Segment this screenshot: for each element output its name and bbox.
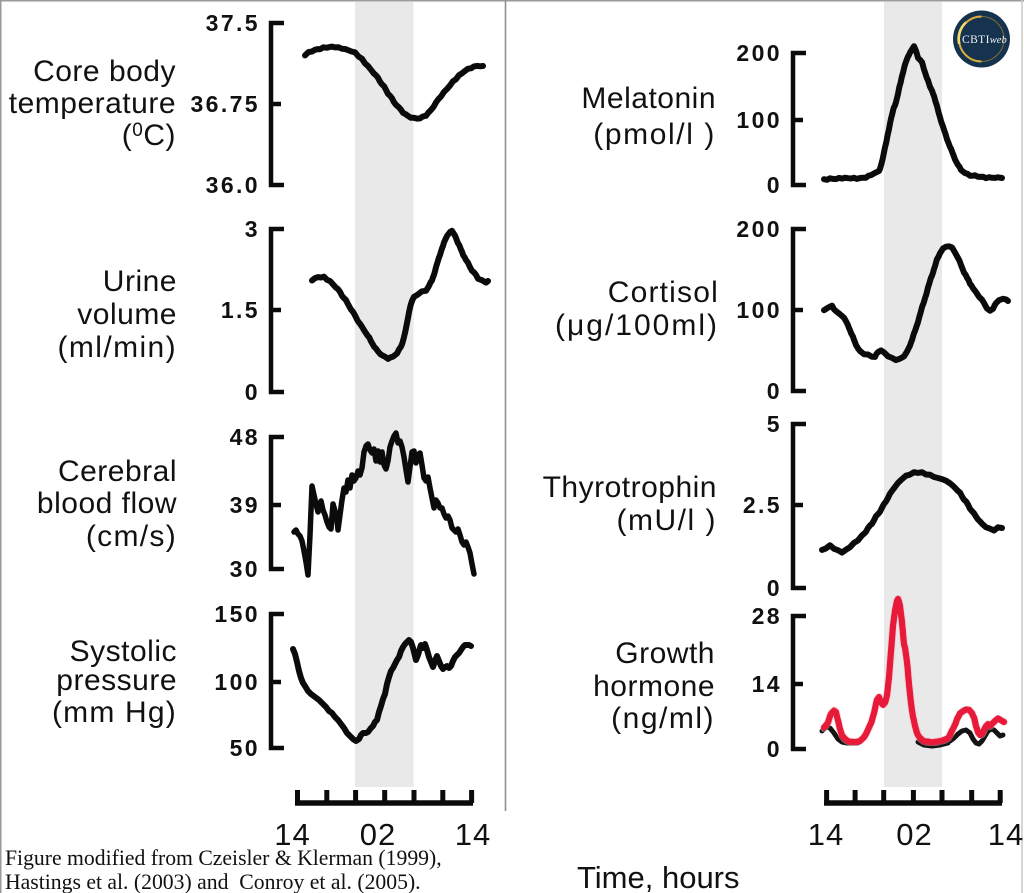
- svg-text:02: 02: [360, 817, 396, 852]
- svg-text:(μg/100ml): (μg/100ml): [555, 309, 719, 342]
- svg-text:0: 0: [767, 575, 782, 601]
- svg-text:Core body: Core body: [33, 55, 176, 88]
- svg-text:1.5: 1.5: [221, 297, 260, 323]
- svg-text:Thyrotrophin: Thyrotrophin: [543, 471, 717, 504]
- svg-text:(0C): (0C): [122, 119, 176, 152]
- svg-text:(ml/min): (ml/min): [57, 331, 177, 364]
- svg-text:200: 200: [736, 40, 782, 66]
- svg-text:36.75: 36.75: [190, 91, 260, 117]
- svg-text:Systolic: Systolic: [70, 635, 177, 668]
- svg-text:Growth: Growth: [615, 637, 715, 670]
- svg-text:14: 14: [808, 817, 844, 852]
- svg-text:0: 0: [767, 736, 782, 762]
- svg-text:Time, hours: Time, hours: [577, 860, 740, 893]
- svg-text:28: 28: [752, 603, 782, 629]
- svg-text:volume: volume: [77, 298, 177, 331]
- svg-text:Hastings et al. (2003) and Co: Hastings et al. (2003) and Conroy et al.…: [5, 870, 421, 893]
- svg-text:150: 150: [214, 601, 260, 627]
- svg-text:14: 14: [988, 817, 1024, 852]
- svg-text:(ng/ml): (ng/ml): [611, 702, 715, 735]
- svg-text:5: 5: [767, 411, 782, 437]
- svg-text:pressure: pressure: [56, 664, 177, 697]
- svg-text:blood flow: blood flow: [37, 487, 177, 520]
- svg-text:Cerebral: Cerebral: [58, 455, 177, 488]
- svg-text:0: 0: [767, 378, 782, 404]
- svg-text:39: 39: [230, 492, 260, 518]
- svg-text:Cortisol: Cortisol: [608, 276, 719, 309]
- svg-text:temperature: temperature: [9, 87, 176, 120]
- svg-text:100: 100: [736, 107, 782, 133]
- svg-text:(mm Hg): (mm Hg): [52, 696, 177, 729]
- svg-text:02: 02: [896, 817, 932, 852]
- svg-text:Melatonin: Melatonin: [581, 82, 716, 115]
- svg-text:14: 14: [752, 671, 782, 697]
- svg-text:0: 0: [767, 172, 782, 198]
- svg-text:CBTIweb: CBTIweb: [962, 34, 1007, 46]
- svg-text:Figure modified from Czeisler: Figure modified from Czeisler & Klerman …: [5, 846, 442, 870]
- svg-text:30: 30: [230, 556, 260, 582]
- svg-text:14: 14: [274, 817, 310, 852]
- svg-text:Urine: Urine: [103, 265, 177, 298]
- svg-text:14: 14: [455, 817, 491, 852]
- svg-text:3: 3: [245, 216, 260, 242]
- svg-text:hormone: hormone: [593, 670, 715, 703]
- svg-text:50: 50: [230, 735, 260, 761]
- svg-text:(cm/s): (cm/s): [86, 520, 177, 553]
- svg-text:100: 100: [214, 669, 260, 695]
- svg-text:(mU/l ): (mU/l ): [617, 504, 717, 537]
- svg-text:200: 200: [736, 216, 782, 242]
- svg-text:(pmol/l ): (pmol/l ): [593, 118, 716, 151]
- svg-text:2.5: 2.5: [743, 492, 782, 518]
- svg-text:100: 100: [736, 297, 782, 323]
- svg-text:48: 48: [230, 424, 260, 450]
- svg-text:37.5: 37.5: [206, 10, 260, 36]
- svg-text:0: 0: [245, 379, 260, 405]
- svg-text:36.0: 36.0: [206, 172, 260, 198]
